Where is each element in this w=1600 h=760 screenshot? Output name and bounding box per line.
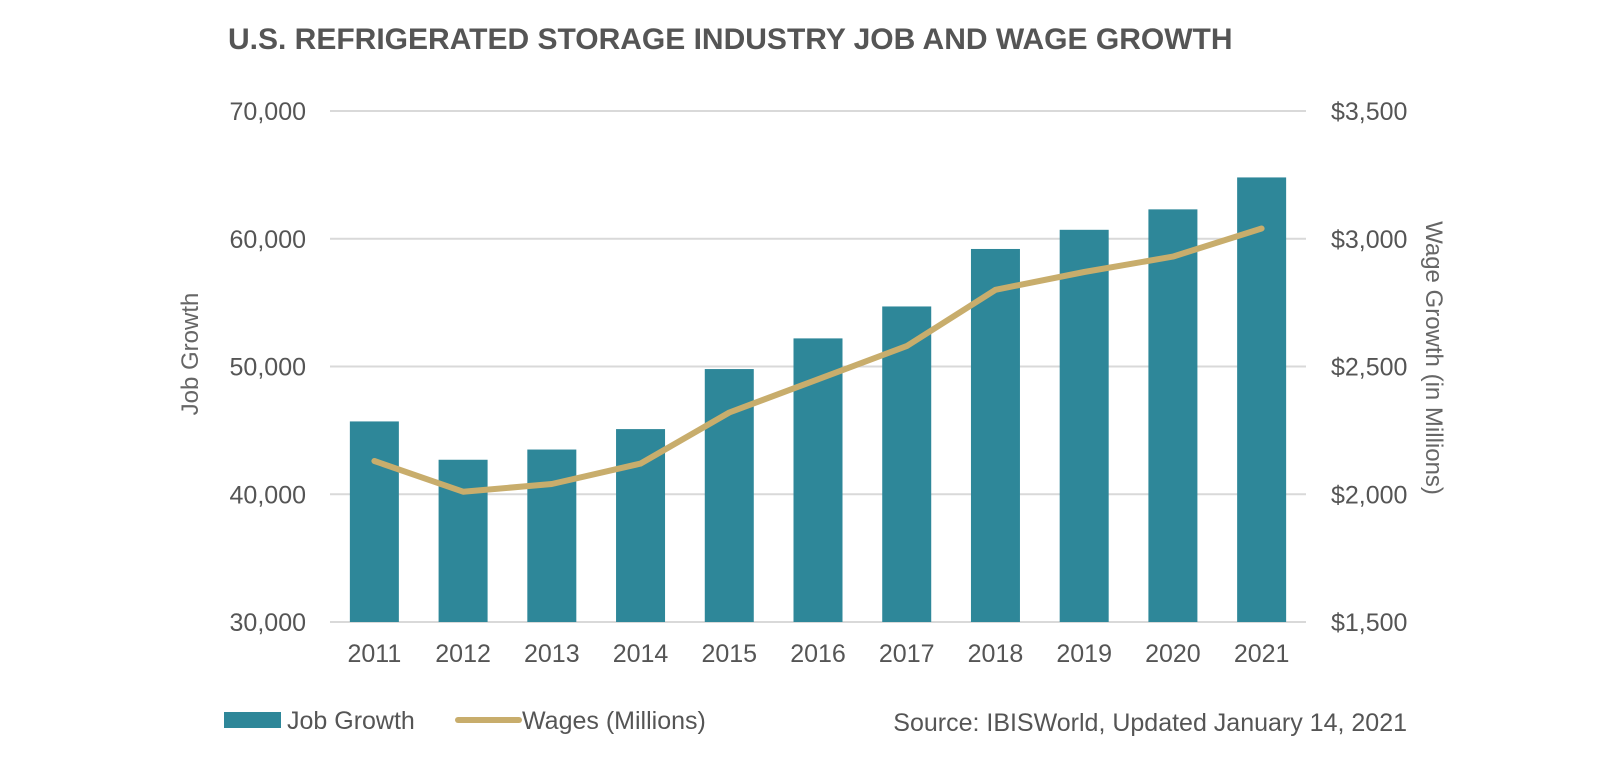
wages-point xyxy=(906,345,908,347)
wages-point xyxy=(373,460,375,462)
left-axis-ticks: 30,000 40,000 50,000 60,000 70,000 xyxy=(230,98,306,637)
legend-swatch-job-growth xyxy=(224,712,281,728)
bar-job-growth xyxy=(616,429,666,622)
legend-label-wages: Wages (Millions) xyxy=(522,707,706,735)
left-tick-label: 70,000 xyxy=(230,98,306,126)
wages-point xyxy=(1172,256,1174,258)
bar-job-growth xyxy=(1148,209,1198,622)
left-tick-label: 50,000 xyxy=(230,354,306,382)
x-axis-ticks: 2011 2012 2013 2014 2015 2016 2017 2018 2019 2020… xyxy=(347,640,1289,668)
wages-point xyxy=(551,483,553,485)
wages-point xyxy=(817,378,819,380)
chart-title: U.S. REFRIGERATED STORAGE INDUSTRY JOB A… xyxy=(228,23,1233,56)
x-tick-label: 2016 xyxy=(790,640,846,668)
x-tick-label: 2013 xyxy=(524,640,580,668)
right-axis-label: Wage Growth (in Millions) xyxy=(1420,221,1447,495)
x-tick-label: 2018 xyxy=(968,640,1024,668)
legend-label-job-growth: Job Growth xyxy=(287,707,415,735)
job-growth-bars xyxy=(349,177,1287,622)
x-tick-label: 2017 xyxy=(879,640,935,668)
x-tick-label: 2012 xyxy=(435,640,491,668)
right-tick-label: $2,000 xyxy=(1331,481,1407,509)
wages-point xyxy=(728,411,730,413)
legend: Job Growth Wages (Millions) xyxy=(224,707,706,735)
bar-job-growth xyxy=(527,449,577,622)
x-tick-label: 2020 xyxy=(1145,640,1201,668)
right-tick-label: $3,500 xyxy=(1331,98,1407,126)
left-tick-label: 40,000 xyxy=(230,481,306,509)
wages-point xyxy=(462,491,464,493)
right-tick-label: $3,000 xyxy=(1331,226,1407,254)
wages-line xyxy=(371,225,1265,495)
x-tick-label: 2015 xyxy=(701,640,757,668)
bar-job-growth xyxy=(970,248,1020,622)
bar-job-growth xyxy=(349,421,399,622)
source-note: Source: IBISWorld, Updated January 14, 2… xyxy=(893,709,1407,737)
bar-job-growth xyxy=(1237,177,1287,622)
x-tick-label: 2014 xyxy=(613,640,669,668)
wages-point xyxy=(1083,271,1085,273)
wages-point xyxy=(994,289,996,291)
x-tick-label: 2021 xyxy=(1234,640,1290,668)
right-axis-ticks: $1,500 $2,000 $2,500 $3,000 $3,500 xyxy=(1331,98,1407,637)
left-tick-label: 60,000 xyxy=(230,226,306,254)
wages-point xyxy=(640,463,642,465)
wages-point xyxy=(1261,228,1263,230)
bar-job-growth xyxy=(882,306,932,622)
x-tick-label: 2011 xyxy=(347,640,401,668)
x-tick-label: 2019 xyxy=(1056,640,1112,668)
wages-line-layer xyxy=(371,225,1265,495)
bar-job-growth xyxy=(1059,229,1109,622)
right-tick-label: $1,500 xyxy=(1331,609,1407,637)
left-axis-label: Job Growth xyxy=(177,293,204,416)
left-tick-label: 30,000 xyxy=(230,609,306,637)
right-tick-label: $2,500 xyxy=(1331,354,1407,382)
